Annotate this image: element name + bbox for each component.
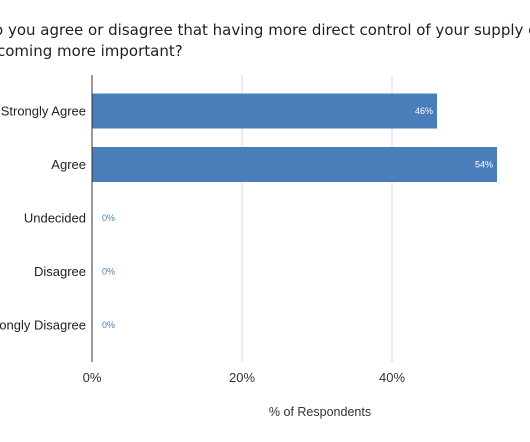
data-labels: 46% 54% 0% 0% 0% <box>102 106 493 330</box>
data-label-3: 0% <box>102 267 115 277</box>
x-tick-label-0: 0% <box>83 370 102 385</box>
bar-0 <box>92 93 437 129</box>
category-label-0: Strongly Agree <box>1 104 86 119</box>
category-label-2: Undecided <box>24 211 86 226</box>
bar-1 <box>92 147 497 182</box>
category-labels: Strongly Agree Agree Undecided Disagree ongl… <box>0 104 86 333</box>
category-label-3: Disagree <box>34 264 86 279</box>
chart-title-line-1: o you agree or disagree that having more… <box>0 21 530 39</box>
data-label-1: 54% <box>475 160 493 170</box>
chart-title-line-2: coming more important? <box>0 42 183 60</box>
bars <box>92 93 497 182</box>
x-tick-labels: 0% 20% 40% <box>83 370 406 385</box>
data-label-4: 0% <box>102 320 115 330</box>
category-label-4: ongly Disagree <box>0 318 86 333</box>
x-tick-label-1: 20% <box>229 370 255 385</box>
x-axis-title: % of Respondents <box>269 405 371 419</box>
data-label-0: 46% <box>415 106 433 116</box>
data-label-2: 0% <box>102 213 115 223</box>
chart-title: o you agree or disagree that having more… <box>0 21 530 60</box>
x-tick-label-2: 40% <box>379 370 405 385</box>
category-label-1: Agree <box>51 157 86 172</box>
